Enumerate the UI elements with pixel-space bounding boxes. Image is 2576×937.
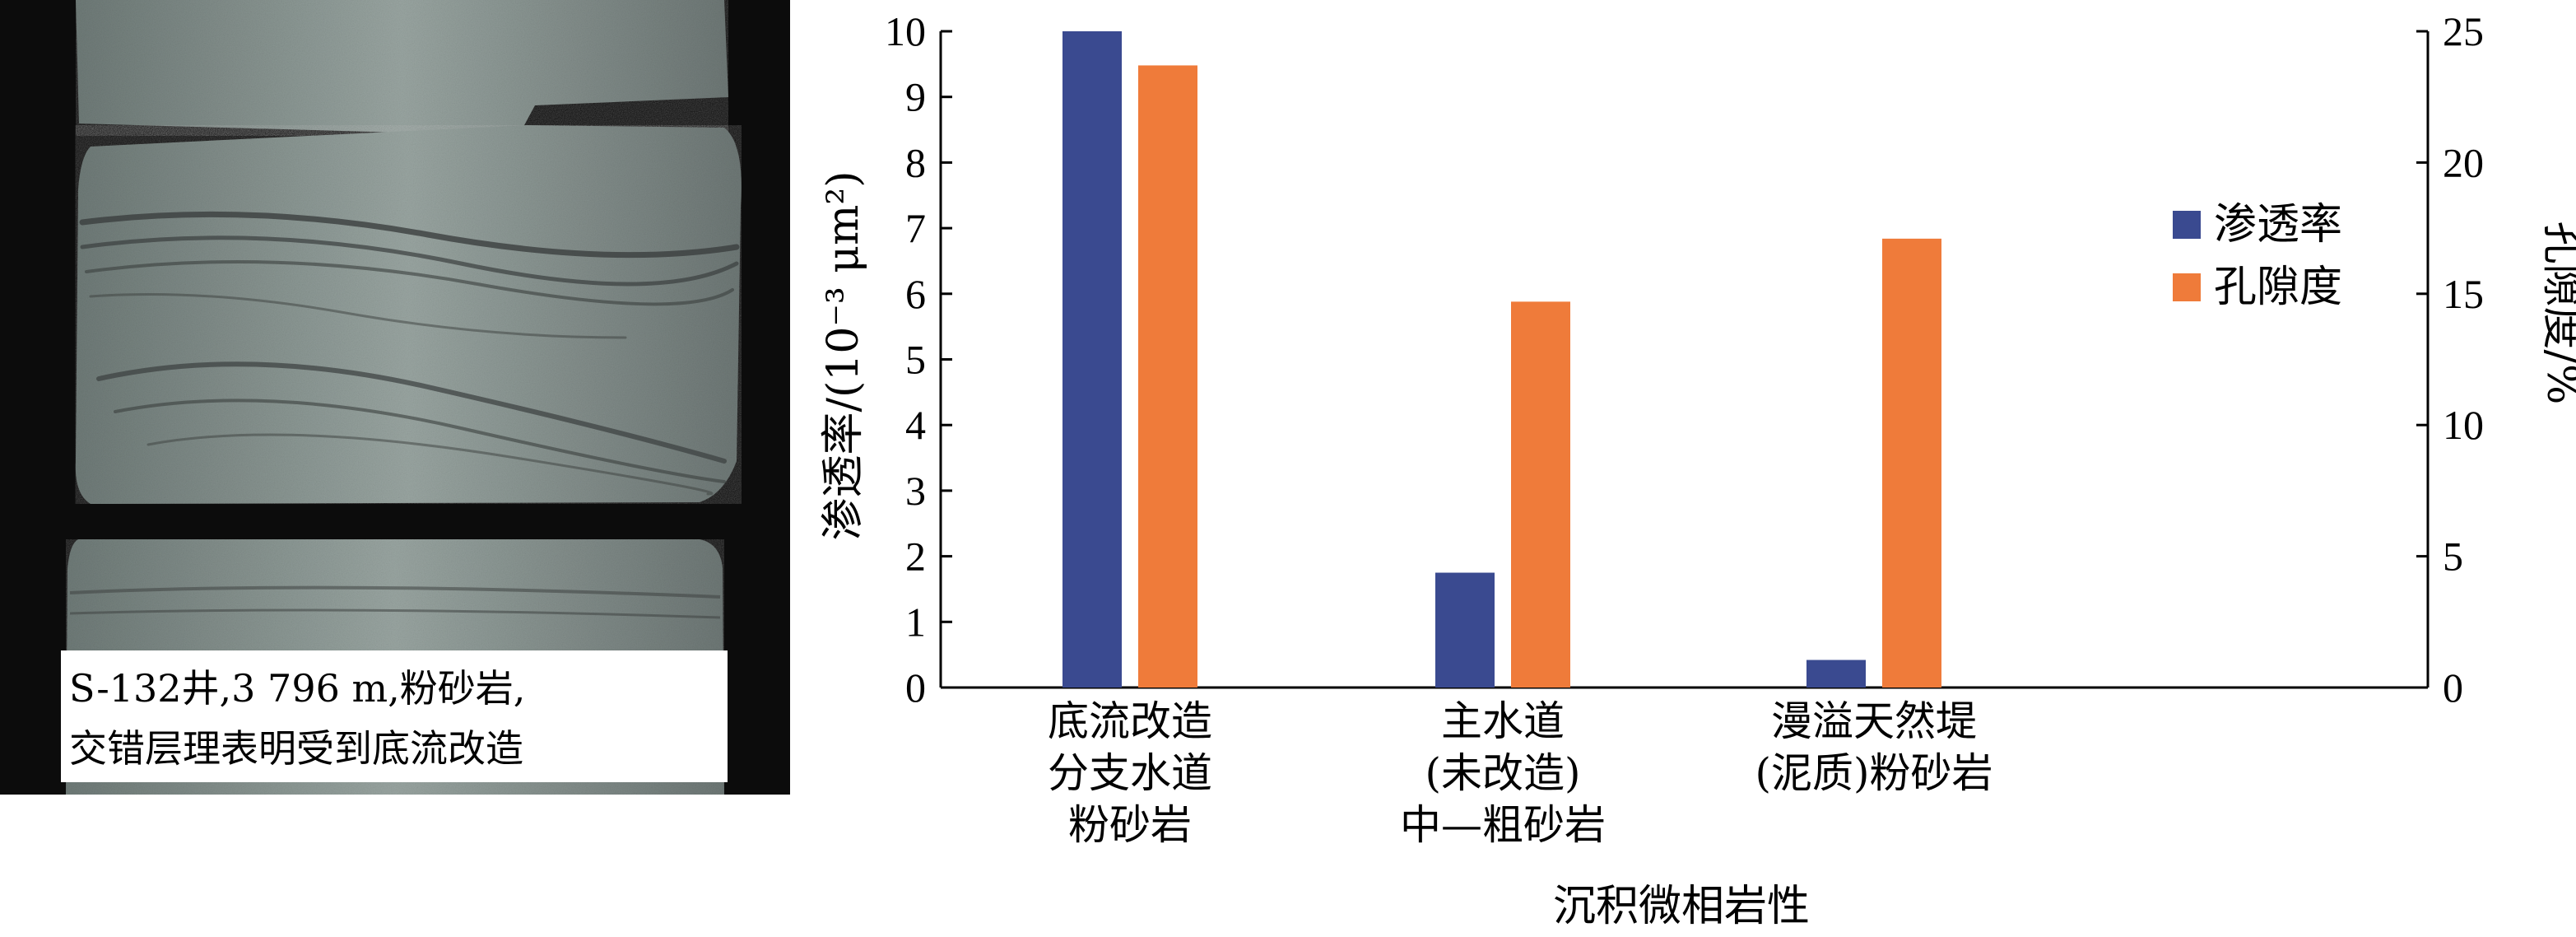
bar-porosity-3 [1882, 238, 1941, 688]
left-tick-label: 4 [905, 402, 926, 448]
left-tick-label: 9 [905, 74, 926, 120]
left-tick-label: 0 [905, 664, 926, 711]
legend-label-permeability: 渗透率 [2214, 200, 2342, 249]
category-label-line: (泥质)粉砂岩 [1755, 749, 1992, 797]
category-label-line: 中—粗砂岩 [1400, 801, 1606, 849]
right-axis-ticks: 0 5 10 15 20 25 [2416, 8, 2484, 711]
bar-porosity-2 [1511, 301, 1570, 688]
left-tick-label: 7 [905, 205, 926, 251]
core-sample-photo: S-132井,3 796 m,粉砂岩, 交错层理表明受到底流改造 [0, 0, 790, 795]
legend: 渗透率 孔隙度 [2173, 200, 2342, 312]
category-label-line: 分支水道 [1048, 749, 1212, 797]
core-piece-top [76, 0, 728, 136]
left-axis-label: 渗透率/(10⁻³ μm²) [819, 170, 868, 540]
left-tick-label: 1 [905, 599, 926, 645]
chart-bars [1062, 31, 1941, 688]
x-axis-label: 沉积微相岩性 [1553, 882, 1810, 931]
left-tick-label: 10 [885, 8, 926, 54]
bar-permeability-1 [1062, 31, 1122, 688]
left-tick-label: 3 [905, 468, 926, 514]
right-tick-label: 10 [2443, 402, 2484, 448]
photo-caption-line-2: 交错层理表明受到底流改造 [69, 726, 523, 771]
category-label-line: 粉砂岩 [1068, 801, 1192, 849]
lower-laminae [69, 585, 721, 619]
category-label-line: (未改造) [1425, 749, 1580, 797]
core-piece-middle [75, 125, 742, 504]
left-tick-label: 2 [905, 534, 926, 580]
category-label-line: 主水道 [1441, 697, 1565, 745]
legend-label-porosity: 孔隙度 [2214, 263, 2342, 312]
right-tick-label: 5 [2443, 534, 2463, 580]
right-tick-label: 15 [2443, 271, 2484, 317]
photo-caption-box [61, 650, 728, 782]
left-tick-label: 5 [905, 337, 926, 383]
left-tick-label: 8 [905, 139, 926, 185]
right-axis-label: 孔隙度/% [2537, 221, 2576, 405]
bar-permeability-2 [1435, 572, 1495, 688]
category-label-line: 底流改造 [1048, 697, 1212, 745]
category-label-line: 漫溢天然堤 [1771, 697, 1977, 745]
bar-porosity-1 [1138, 65, 1197, 688]
left-tick-label: 6 [905, 271, 926, 317]
right-tick-label: 0 [2443, 664, 2463, 711]
legend-swatch-permeability [2173, 211, 2201, 239]
photo-caption-line-1: S-132井,3 796 m,粉砂岩, [69, 666, 525, 711]
left-axis-ticks: 0 1 2 3 4 5 6 7 8 9 10 [885, 8, 952, 711]
legend-swatch-porosity [2173, 273, 2201, 301]
cross-bedding-laminae [79, 211, 740, 496]
bar-permeability-3 [1806, 660, 1866, 688]
right-tick-label: 25 [2443, 8, 2484, 54]
right-tick-label: 20 [2443, 139, 2484, 185]
